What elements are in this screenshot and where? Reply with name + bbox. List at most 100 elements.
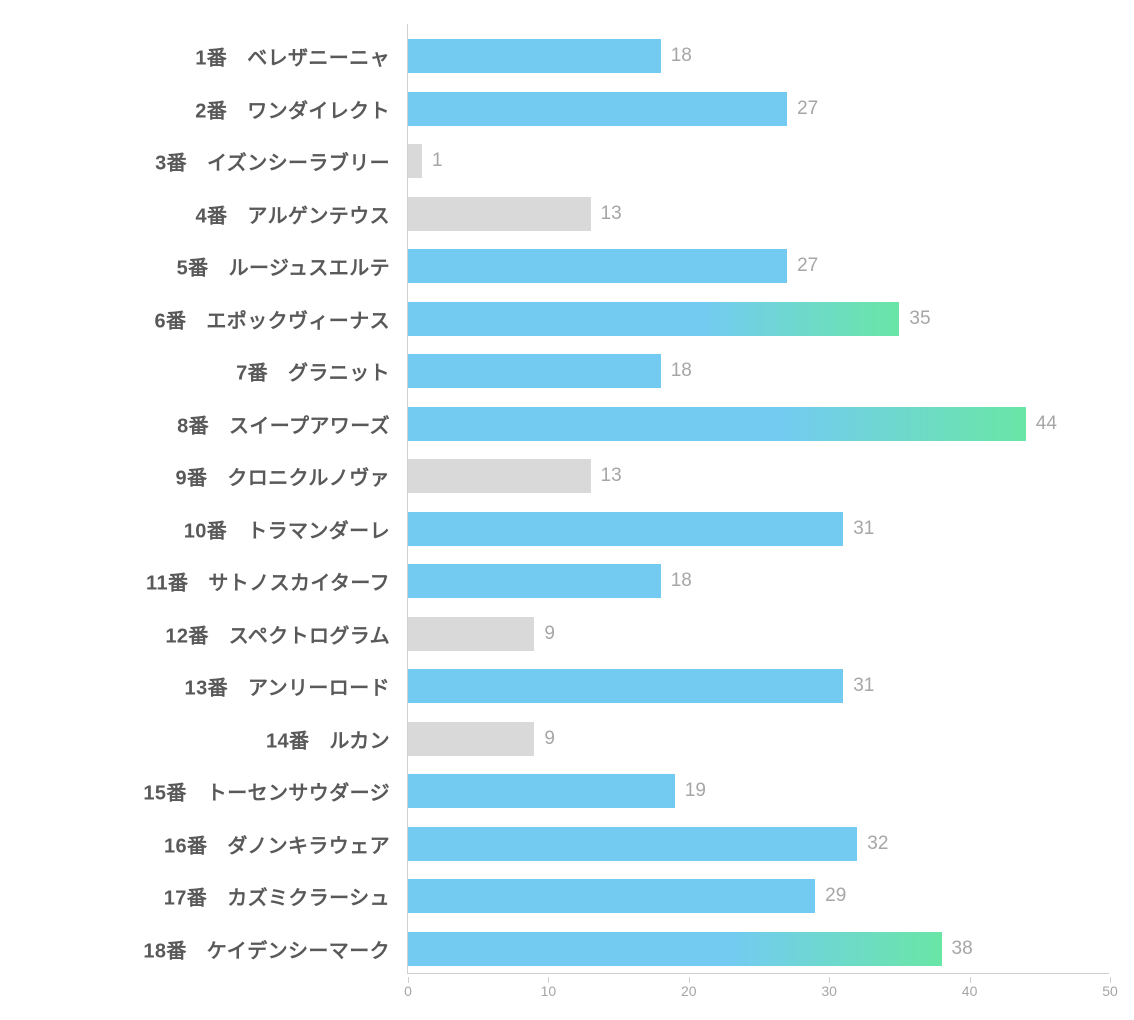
category-label: 16番ダノンキラウェア xyxy=(21,829,408,858)
category-label: 4番アルゲンテウス xyxy=(21,199,408,228)
entry-name: イズンシーラブリー xyxy=(207,153,390,175)
value-label: 18 xyxy=(671,360,692,382)
value-label: 27 xyxy=(797,98,818,120)
bar xyxy=(408,354,661,388)
entry-name: エポックヴィーナス xyxy=(206,310,390,332)
category-label: 1番ベレザニーニャ xyxy=(21,42,408,71)
entry-name: ベレザニーニャ xyxy=(247,48,390,70)
entry-name: ダノンキラウェア xyxy=(227,835,390,857)
category-label: 11番サトノスカイターフ xyxy=(21,567,408,596)
bar-row: 5番ルージュスエルテ27 xyxy=(408,240,1109,293)
entry-name: ケイデンシーマーク xyxy=(207,940,390,962)
value-label: 19 xyxy=(685,780,706,802)
entry-name: スイープアワーズ xyxy=(229,415,390,437)
value-label: 38 xyxy=(952,938,973,960)
entry-name: ルカン xyxy=(329,730,390,752)
entry-number: 5番 xyxy=(177,252,209,281)
bar xyxy=(408,774,675,808)
category-label: 2番ワンダイレクト xyxy=(21,94,408,123)
axis-tick-label: 0 xyxy=(404,983,412,999)
entry-number: 8番 xyxy=(177,409,209,438)
entry-number: 6番 xyxy=(154,304,186,333)
bar-row: 10番トラマンダーレ31 xyxy=(408,503,1109,556)
plot-area: 010203040501番ベレザニーニャ182番ワンダイレクト273番イズンシー… xyxy=(407,24,1109,974)
bar-row: 2番ワンダイレクト27 xyxy=(408,83,1109,136)
bar-row: 9番クロニクルノヴァ13 xyxy=(408,450,1109,503)
entry-number: 4番 xyxy=(195,199,227,228)
entry-number: 16番 xyxy=(164,829,207,858)
bar-row: 8番スイープアワーズ44 xyxy=(408,398,1109,451)
value-label: 44 xyxy=(1036,413,1057,435)
category-label: 10番トラマンダーレ xyxy=(21,514,408,543)
bar-row: 16番ダノンキラウェア32 xyxy=(408,818,1109,871)
bar xyxy=(408,144,422,178)
bar-row: 18番ケイデンシーマーク38 xyxy=(408,923,1109,976)
entry-number: 2番 xyxy=(195,94,227,123)
axis-tick-label: 30 xyxy=(821,983,837,999)
value-label: 13 xyxy=(601,465,622,487)
bar xyxy=(408,512,843,546)
bar xyxy=(408,302,899,336)
entry-name: ワンダイレクト xyxy=(247,100,390,122)
value-label: 27 xyxy=(797,255,818,277)
axis-tick-label: 20 xyxy=(681,983,697,999)
value-label: 31 xyxy=(853,675,874,697)
entry-number: 15番 xyxy=(143,777,186,806)
bar xyxy=(408,197,591,231)
bar xyxy=(408,407,1026,441)
entry-name: カズミクラーシュ xyxy=(227,888,390,910)
entry-number: 18番 xyxy=(143,934,186,963)
bar-row: 3番イズンシーラブリー1 xyxy=(408,135,1109,188)
value-label: 18 xyxy=(671,45,692,67)
entry-number: 9番 xyxy=(175,462,207,491)
bar-row: 11番サトノスカイターフ18 xyxy=(408,555,1109,608)
category-label: 13番アンリーロード xyxy=(21,672,408,701)
bar-row: 15番トーセンサウダージ19 xyxy=(408,765,1109,818)
category-label: 5番ルージュスエルテ xyxy=(21,252,408,281)
bar-row: 7番グラニット18 xyxy=(408,345,1109,398)
entry-name: クロニクルノヴァ xyxy=(227,468,390,490)
horizontal-bar-chart: 010203040501番ベレザニーニャ182番ワンダイレクト273番イズンシー… xyxy=(0,0,1134,1020)
bar xyxy=(408,459,591,493)
value-label: 31 xyxy=(853,518,874,540)
entry-number: 17番 xyxy=(164,882,207,911)
bar xyxy=(408,39,661,73)
entry-name: トーセンサウダージ xyxy=(207,783,390,805)
entry-number: 11番 xyxy=(146,567,188,596)
value-label: 9 xyxy=(544,728,555,750)
category-label: 3番イズンシーラブリー xyxy=(21,147,408,176)
entry-number: 14番 xyxy=(266,724,309,753)
entry-name: アルゲンテウス xyxy=(247,205,390,227)
value-label: 35 xyxy=(909,308,930,330)
bar xyxy=(408,669,843,703)
bar xyxy=(408,722,534,756)
bar xyxy=(408,617,534,651)
axis-tick-label: 10 xyxy=(541,983,557,999)
bar-row: 4番アルゲンテウス13 xyxy=(408,188,1109,241)
value-label: 18 xyxy=(671,570,692,592)
category-label: 12番スペクトログラム xyxy=(21,619,408,648)
category-label: 14番ルカン xyxy=(21,724,408,753)
bar-row: 1番ベレザニーニャ18 xyxy=(408,30,1109,83)
bar-row: 17番カズミクラーシュ29 xyxy=(408,870,1109,923)
value-label: 13 xyxy=(601,203,622,225)
entry-number: 12番 xyxy=(165,619,208,648)
bar-row: 6番エポックヴィーナス35 xyxy=(408,293,1109,346)
bar xyxy=(408,249,787,283)
category-label: 15番トーセンサウダージ xyxy=(21,777,408,806)
entry-number: 10番 xyxy=(184,514,227,543)
entry-number: 1番 xyxy=(195,42,227,71)
entry-name: スペクトログラム xyxy=(229,625,390,647)
entry-number: 13番 xyxy=(185,672,228,701)
axis-tick-label: 50 xyxy=(1102,983,1118,999)
entry-name: グラニット xyxy=(288,363,390,385)
category-label: 8番スイープアワーズ xyxy=(21,409,408,438)
category-label: 17番カズミクラーシュ xyxy=(21,882,408,911)
entry-name: ルージュスエルテ xyxy=(229,258,390,280)
entry-name: アンリーロード xyxy=(248,678,390,700)
value-label: 32 xyxy=(867,833,888,855)
value-label: 9 xyxy=(544,623,555,645)
entry-number: 7番 xyxy=(236,357,268,386)
bar xyxy=(408,932,942,966)
value-label: 1 xyxy=(432,150,443,172)
